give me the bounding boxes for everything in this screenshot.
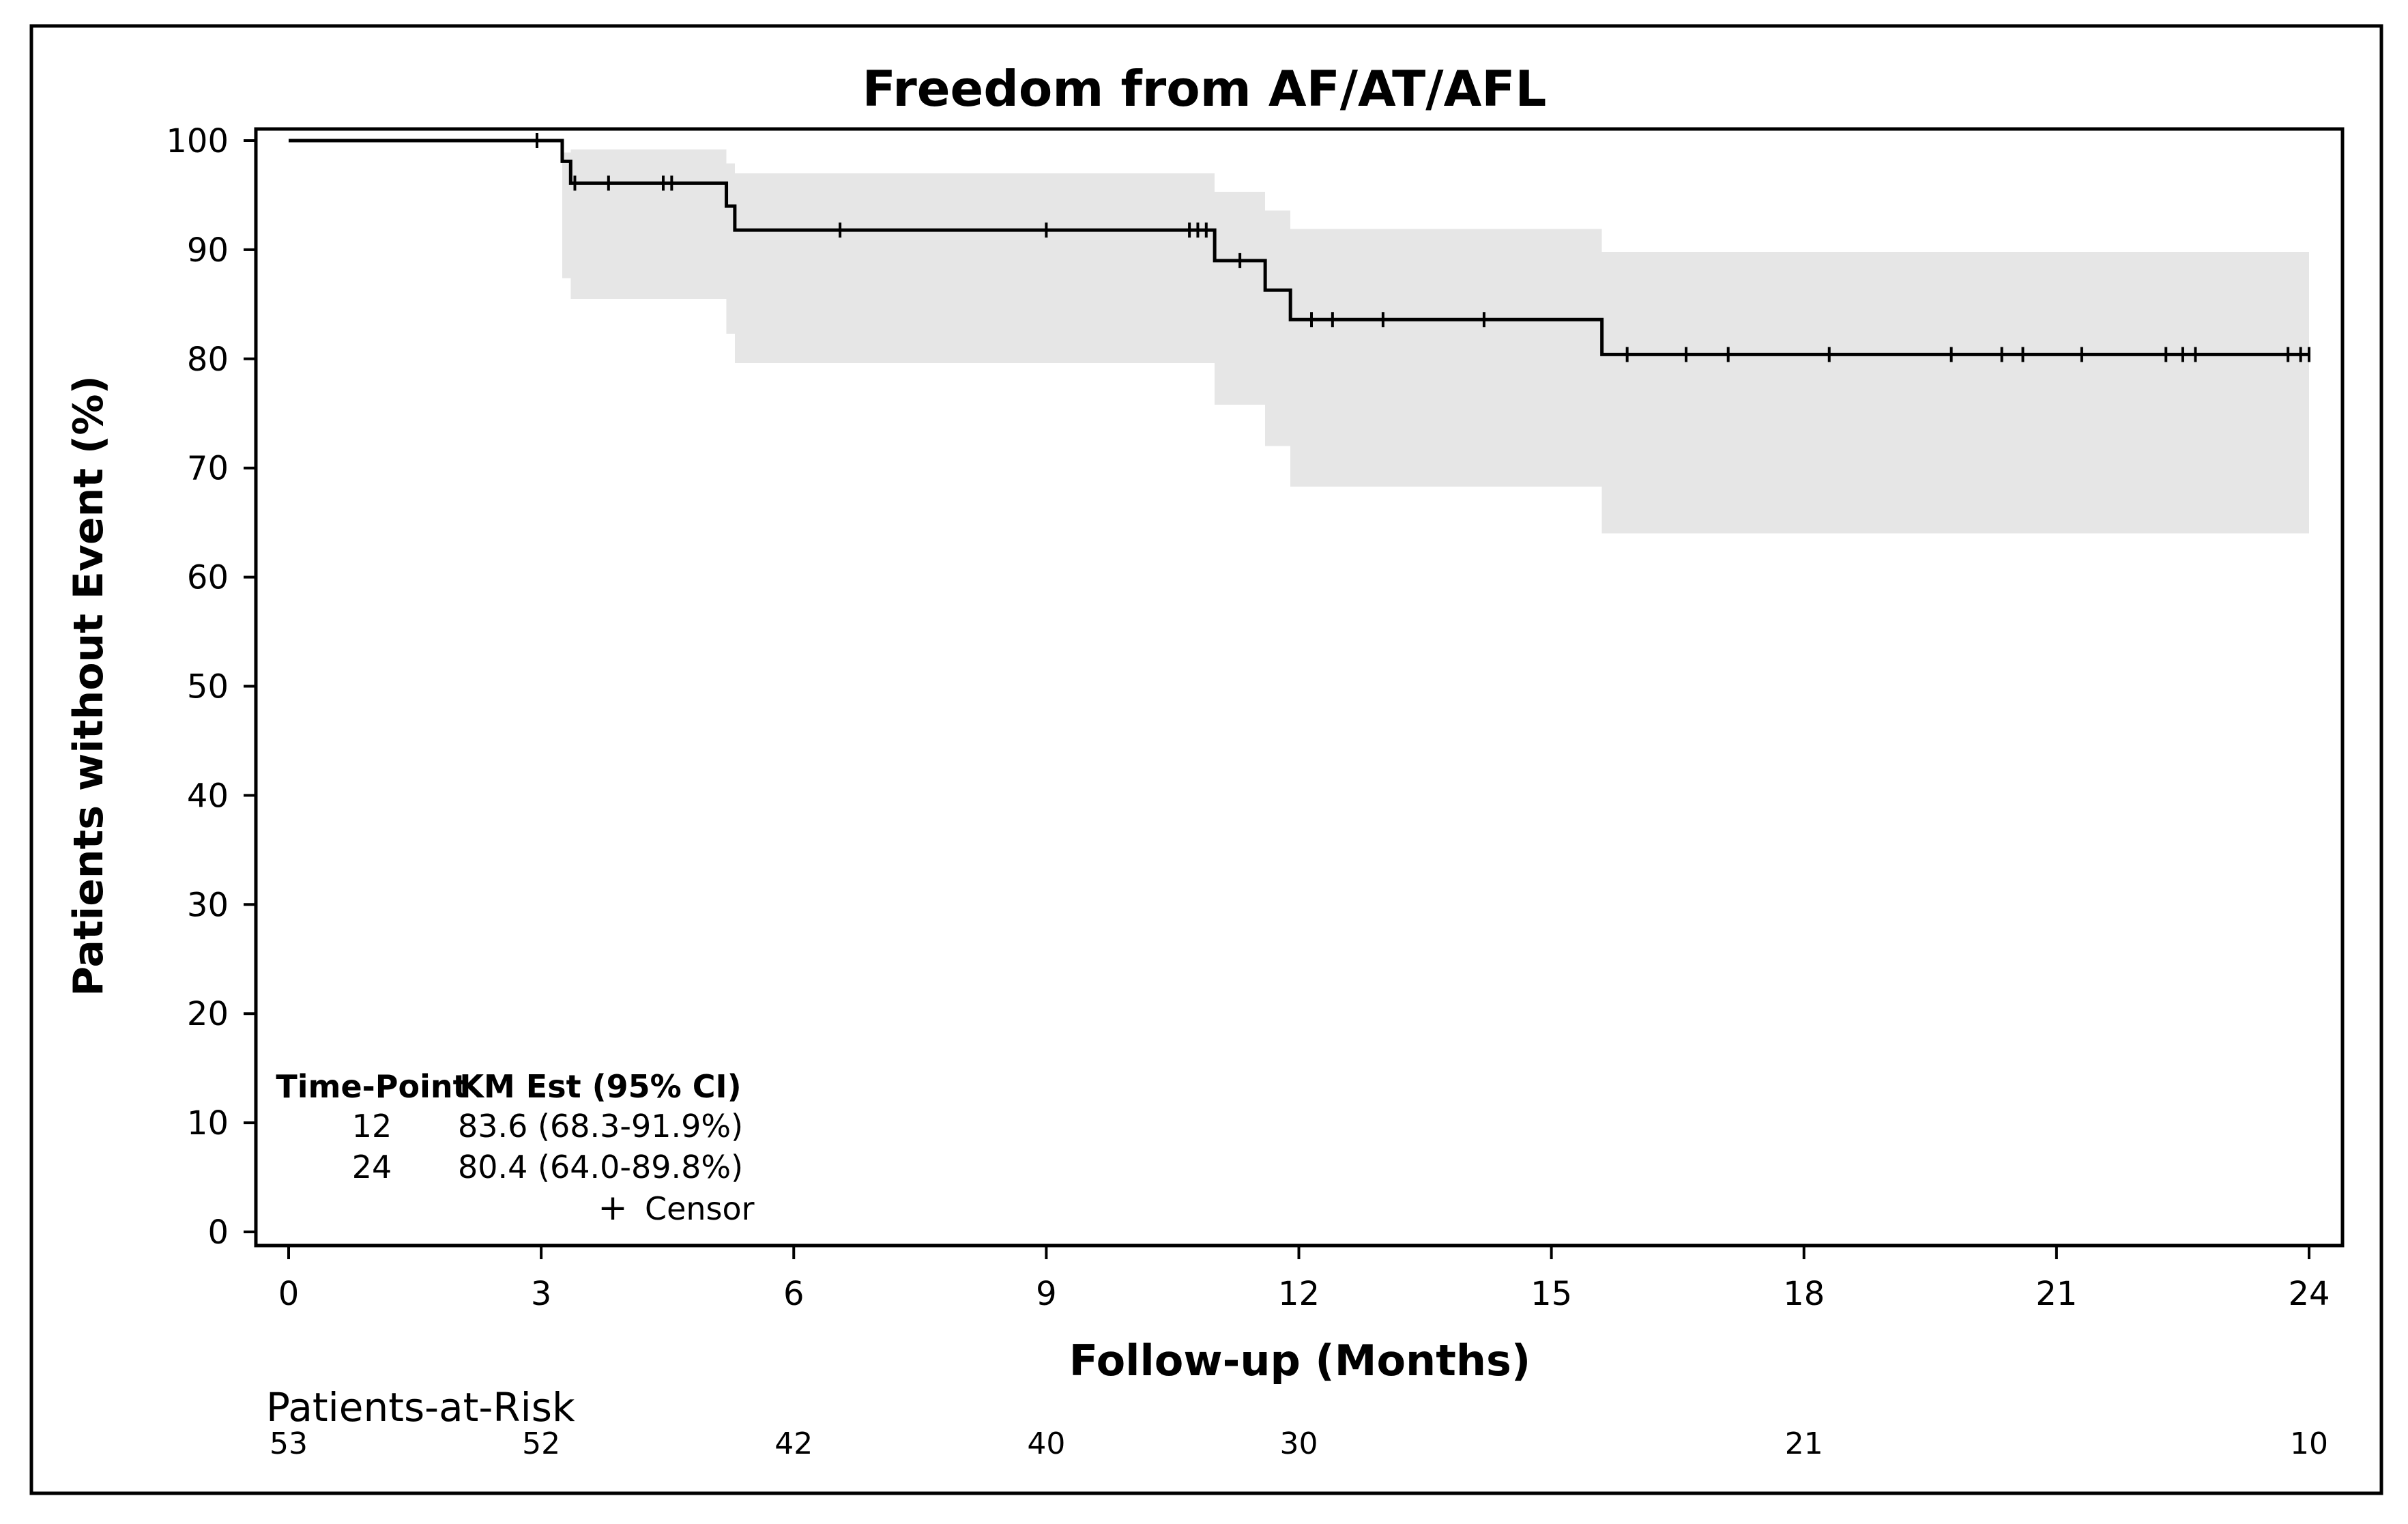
y-axis: 0 10 20 30 40 50 60 70 80 90 100 — [166, 122, 256, 1252]
x-axis-title: Follow-up (Months) — [1069, 1336, 1531, 1385]
x-tick-label: 24 — [2288, 1275, 2330, 1313]
y-axis-title: Patients without Event (%) — [65, 375, 113, 996]
table-row-estimate: 83.6 (68.3-91.9%) — [458, 1108, 743, 1145]
y-tick-label: 20 — [187, 995, 229, 1033]
x-tick-label: 12 — [1278, 1275, 1320, 1313]
censor-legend-label: Censor — [645, 1190, 755, 1227]
x-tick-label: 9 — [1036, 1275, 1057, 1313]
at-risk-count: 30 — [1280, 1426, 1318, 1461]
censor-marks — [535, 133, 2310, 362]
x-tick-label: 18 — [1783, 1275, 1825, 1313]
ci-band-segment — [1290, 229, 1602, 487]
x-tick-label: 15 — [1531, 1275, 1572, 1313]
table-header-timepoint: Time-Point — [276, 1068, 467, 1105]
at-risk-counts: 53 52 42 40 30 21 10 — [270, 1426, 2328, 1461]
table-row-time: 12 — [352, 1108, 392, 1145]
ci-band-segment — [1265, 210, 1291, 446]
at-risk-count: 53 — [270, 1426, 308, 1461]
y-tick-label: 40 — [187, 777, 229, 815]
ci-band-segment — [570, 149, 727, 299]
x-tick-label: 3 — [531, 1275, 552, 1313]
x-tick-label: 6 — [783, 1275, 804, 1313]
y-tick-label: 90 — [187, 231, 229, 270]
chart-title: Freedom from AF/AT/AFL — [862, 60, 1547, 117]
ci-band-segment — [562, 152, 571, 278]
at-risk-count: 42 — [774, 1426, 813, 1461]
table-row-time: 24 — [352, 1149, 392, 1185]
km-step-line — [289, 139, 2309, 356]
ci-band-segment — [1601, 252, 2309, 534]
x-tick-label: 0 — [278, 1275, 300, 1313]
ci-band-segment — [1215, 192, 1266, 405]
estimates-table: Time-Point KM Est (95% CI) 12 83.6 (68.3… — [276, 1068, 754, 1228]
at-risk-count: 21 — [1785, 1426, 1823, 1461]
ci-band-segment — [734, 173, 1215, 364]
censor-legend-symbol: + — [598, 1188, 628, 1228]
km-curve — [289, 139, 2309, 356]
x-axis: 0 3 6 9 12 15 18 21 24 — [278, 1246, 2330, 1313]
at-risk-title: Patients-at-Risk — [266, 1384, 575, 1430]
table-header-estimate: KM Est (95% CI) — [459, 1068, 741, 1105]
x-tick-label: 21 — [2035, 1275, 2077, 1313]
y-tick-label: 100 — [166, 122, 229, 160]
y-tick-label: 60 — [187, 559, 229, 597]
y-tick-label: 80 — [187, 341, 229, 379]
y-tick-label: 30 — [187, 886, 229, 924]
y-tick-label: 10 — [187, 1104, 229, 1142]
y-tick-label: 70 — [187, 450, 229, 488]
at-risk-count: 10 — [2290, 1426, 2328, 1461]
at-risk-count: 40 — [1027, 1426, 1065, 1461]
y-tick-label: 50 — [187, 668, 229, 706]
y-tick-label: 0 — [207, 1213, 229, 1252]
table-row-estimate: 80.4 (64.0-89.8%) — [458, 1149, 743, 1185]
at-risk-count: 52 — [522, 1426, 560, 1461]
